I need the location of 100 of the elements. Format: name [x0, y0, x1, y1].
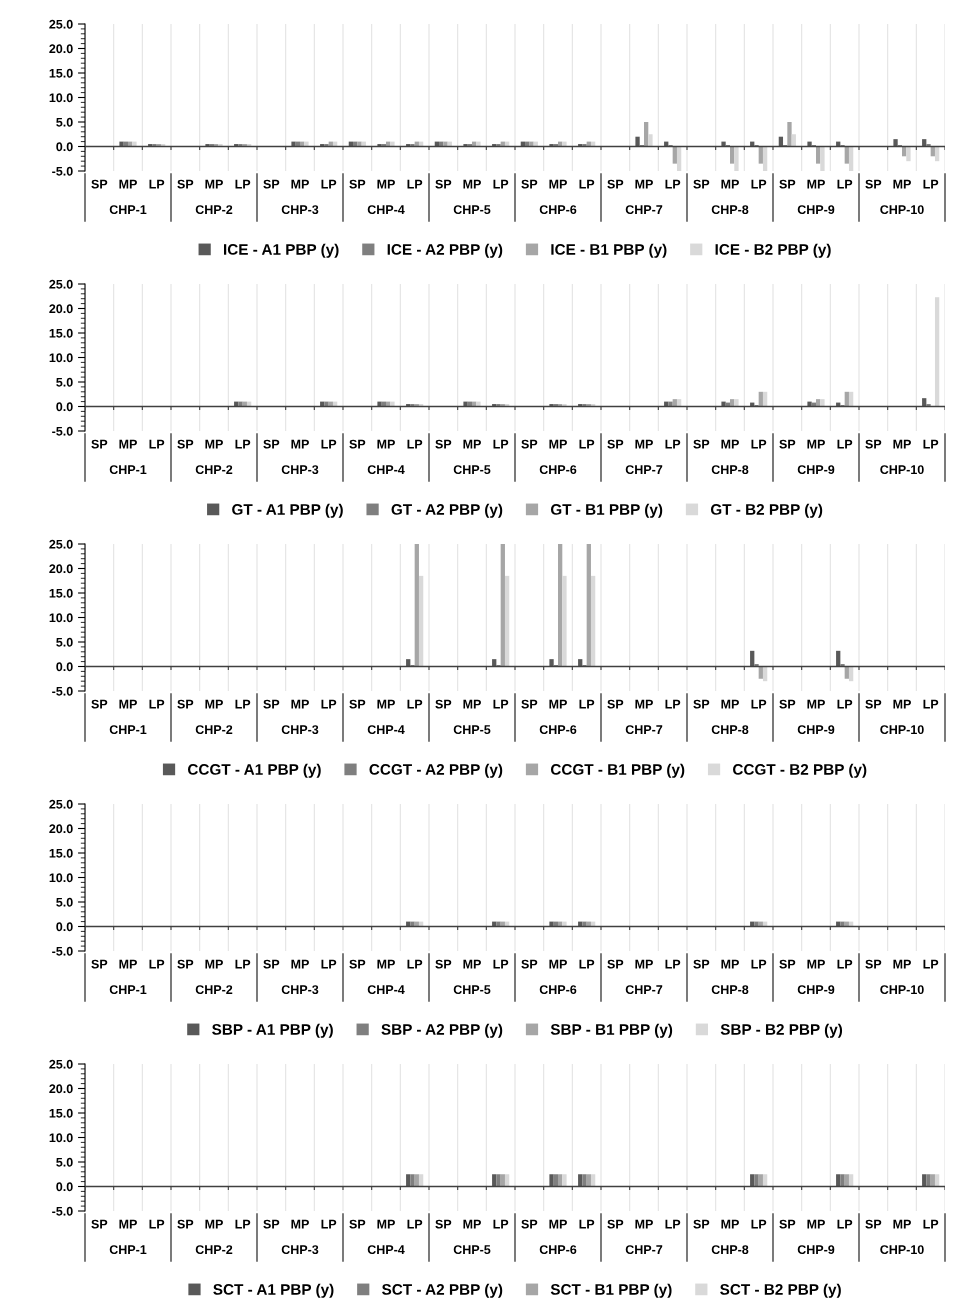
- x-tick-label: MP: [119, 959, 137, 969]
- legend-label: ICE - B1 PBP (y): [551, 243, 667, 258]
- x-tick-label: MP: [119, 1219, 137, 1229]
- x-tick-label: MP: [721, 699, 739, 709]
- x-tick-label: SP: [865, 699, 882, 709]
- x-tick-label: MP: [377, 1219, 395, 1229]
- x-tick-label: LP: [493, 439, 509, 449]
- x-tick-label: MP: [377, 959, 395, 969]
- text: CHP-1: [109, 1245, 147, 1255]
- x-tick-label: SP: [865, 179, 882, 189]
- text: CHP-7: [625, 1245, 663, 1255]
- x-tick-label: SP: [177, 179, 194, 189]
- x-tick-label: SP: [91, 1219, 108, 1229]
- x-tick-label: SP: [263, 439, 280, 449]
- x-tick-label: MP: [635, 439, 653, 449]
- text: CHP-6: [539, 985, 577, 995]
- x-tick-label: SP: [435, 959, 452, 969]
- legend-label: SCT - B1 PBP (y): [550, 1283, 672, 1298]
- x-tick-label: SP: [521, 959, 538, 969]
- x-tick-label: LP: [321, 959, 337, 969]
- y-tick-label: 15.0: [49, 588, 73, 598]
- x-tick-label: LP: [579, 1219, 595, 1229]
- x-tick-label: MP: [377, 179, 395, 189]
- x-tick-label: SP: [865, 1219, 882, 1229]
- legend-label: CCGT - B2 PBP (y): [733, 763, 867, 778]
- x-tick-label: MP: [205, 439, 223, 449]
- x-tick-label: LP: [923, 1219, 939, 1229]
- x-tick-label: LP: [579, 179, 595, 189]
- legend-label: SCT - A2 PBP (y): [382, 1283, 503, 1298]
- y-tick-label: 15.0: [49, 1108, 73, 1118]
- text: CHP-4: [367, 1245, 405, 1255]
- x-tick-label: LP: [407, 1219, 423, 1229]
- text: CHP-9: [797, 205, 835, 215]
- text: CHP-4: [367, 985, 405, 995]
- text: CHP-4: [367, 725, 405, 735]
- x-tick-label: MP: [807, 699, 825, 709]
- x-tick-label: MP: [721, 179, 739, 189]
- x-tick-label: LP: [665, 1219, 681, 1229]
- y-tick-label: 20.0: [49, 44, 73, 54]
- x-tick-label: LP: [579, 959, 595, 969]
- x-tick-label: LP: [407, 179, 423, 189]
- x-tick-label: LP: [665, 179, 681, 189]
- x-tick-label: SP: [693, 699, 710, 709]
- y-tick-label: -5.0: [52, 946, 73, 956]
- text: CHP-6: [539, 465, 577, 475]
- x-tick-label: MP: [807, 179, 825, 189]
- x-tick-label: MP: [291, 439, 309, 449]
- legend-label: SCT - A1 PBP (y): [213, 1283, 334, 1298]
- y-tick-label: 15.0: [49, 328, 73, 338]
- y-tick-label: -5.0: [52, 686, 73, 696]
- x-tick-label: MP: [893, 439, 911, 449]
- text: CHP-2: [195, 1245, 233, 1255]
- x-tick-label: MP: [205, 179, 223, 189]
- x-tick-label: SP: [779, 959, 796, 969]
- x-tick-label: SP: [435, 699, 452, 709]
- x-tick-label: LP: [407, 699, 423, 709]
- x-tick-label: SP: [607, 1219, 624, 1229]
- x-tick-label: LP: [751, 1219, 767, 1229]
- y-tick-label: 25.0: [49, 799, 73, 809]
- x-tick-label: SP: [177, 439, 194, 449]
- text: CHP-2: [195, 465, 233, 475]
- text: CHP-3: [281, 985, 319, 995]
- x-tick-label: SP: [91, 959, 108, 969]
- x-tick-label: SP: [177, 959, 194, 969]
- text: CHP-7: [625, 205, 663, 215]
- x-tick-label: SP: [607, 439, 624, 449]
- text: CHP-10: [880, 1245, 924, 1255]
- x-tick-label: MP: [635, 179, 653, 189]
- x-tick-label: LP: [837, 1219, 853, 1229]
- text: CHP-9: [797, 1245, 835, 1255]
- x-tick-label: SP: [91, 699, 108, 709]
- text: CHP-6: [539, 205, 577, 215]
- x-tick-label: MP: [205, 1219, 223, 1229]
- x-tick-label: MP: [291, 959, 309, 969]
- y-tick-label: 15.0: [49, 848, 73, 858]
- x-tick-label: LP: [579, 439, 595, 449]
- text: CHP-5: [453, 725, 491, 735]
- x-tick-label: MP: [721, 959, 739, 969]
- x-tick-label: LP: [665, 959, 681, 969]
- x-tick-label: MP: [549, 699, 567, 709]
- x-tick-label: SP: [779, 439, 796, 449]
- x-tick-label: SP: [263, 959, 280, 969]
- text: CHP-1: [109, 205, 147, 215]
- legend-label: CCGT - B1 PBP (y): [550, 763, 685, 778]
- legend-label: SCT - B2 PBP (y): [720, 1283, 841, 1298]
- x-tick-label: MP: [893, 1219, 911, 1229]
- text: CHP-1: [109, 725, 147, 735]
- y-tick-label: 20.0: [49, 304, 73, 314]
- x-tick-label: LP: [407, 959, 423, 969]
- x-tick-label: MP: [721, 1219, 739, 1229]
- x-tick-label: MP: [549, 439, 567, 449]
- x-tick-label: LP: [321, 179, 337, 189]
- x-tick-label: SP: [349, 1219, 366, 1229]
- x-tick-label: MP: [807, 959, 825, 969]
- y-tick-label: 0.0: [56, 1182, 73, 1192]
- legend-label: ICE - A2 PBP (y): [387, 243, 503, 258]
- x-tick-label: SP: [349, 959, 366, 969]
- y-tick-label: 10.0: [49, 1133, 73, 1143]
- x-tick-label: LP: [493, 179, 509, 189]
- text: CHP-1: [109, 465, 147, 475]
